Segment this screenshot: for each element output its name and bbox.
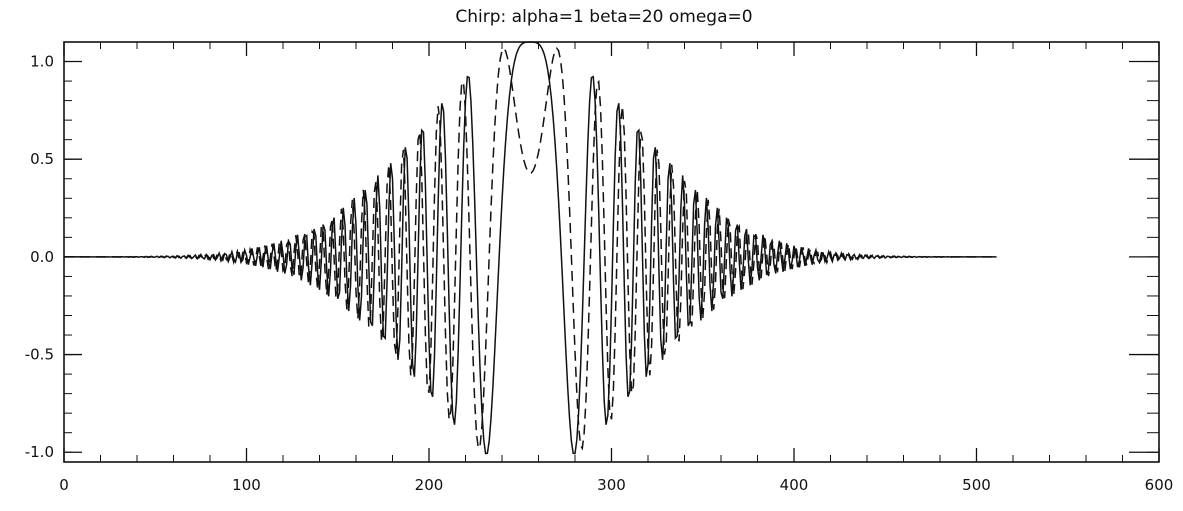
x-tick-label: 600 <box>1145 476 1174 494</box>
x-tick-label: 400 <box>780 476 809 494</box>
y-tick-label: 0.5 <box>30 150 54 168</box>
y-tick-label: -0.5 <box>25 346 54 364</box>
y-tick-label: -1.0 <box>25 443 54 461</box>
chart-title: Chirp: alpha=1 beta=20 omega=0 <box>455 7 752 27</box>
series-group <box>63 41 997 455</box>
series-dashed-line <box>63 47 997 451</box>
series-solid-line <box>63 41 997 455</box>
x-tick-label: 500 <box>962 476 991 494</box>
y-tick-label: 1.0 <box>30 53 54 71</box>
x-tick-label: 100 <box>232 476 261 494</box>
x-tick-label: 300 <box>597 476 626 494</box>
x-tick-label: 0 <box>59 476 69 494</box>
plot-frame <box>63 41 1160 463</box>
axis-ticks: 0 100 200 300 400 500 600 1.0 0.5 0.0 -0.5 -1.0 <box>25 42 1174 494</box>
y-tick-label: 0.0 <box>30 248 54 266</box>
x-tick-label: 200 <box>415 476 444 494</box>
